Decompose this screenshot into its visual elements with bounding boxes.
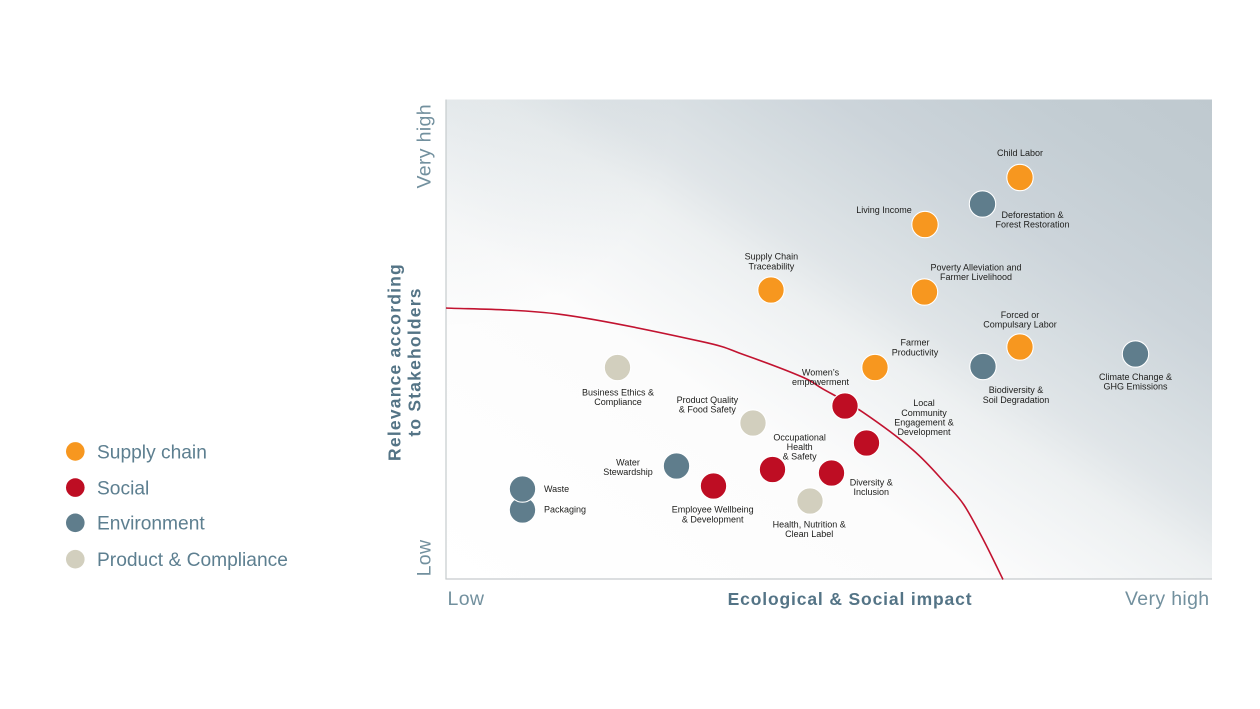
svg-text:Forced or: Forced or (1001, 310, 1040, 320)
svg-text:Child Labor: Child Labor (997, 148, 1043, 158)
svg-text:Soil Degradation: Soil Degradation (983, 395, 1050, 405)
svg-text:Stewardship: Stewardship (603, 467, 653, 477)
svg-text:Productivity: Productivity (892, 347, 939, 357)
svg-text:Packaging: Packaging (544, 505, 586, 515)
svg-text:Low: Low (414, 539, 436, 576)
svg-text:& Development: & Development (682, 514, 744, 524)
svg-text:Traceability: Traceability (749, 261, 795, 271)
svg-text:Supply chain: Supply chain (97, 442, 207, 463)
svg-text:Development: Development (897, 427, 951, 437)
svg-text:Compliance: Compliance (594, 397, 642, 407)
svg-text:Deforestation &: Deforestation & (1001, 210, 1063, 220)
svg-text:& Safety: & Safety (783, 452, 818, 462)
svg-text:GHG Emissions: GHG Emissions (1103, 382, 1168, 392)
svg-text:Business Ethics &: Business Ethics & (582, 387, 654, 397)
svg-text:Compulsary Labor: Compulsary Labor (983, 319, 1057, 329)
svg-text:Health: Health (787, 442, 813, 452)
svg-text:Ecological & Social impact: Ecological & Social impact (728, 589, 973, 609)
svg-text:Relevance according: Relevance according (385, 263, 405, 461)
svg-text:empowerment: empowerment (792, 377, 850, 387)
svg-text:Poverty Alleviation and: Poverty Alleviation and (930, 262, 1021, 272)
svg-text:Health, Nutrition &: Health, Nutrition & (773, 520, 846, 530)
svg-text:Occupational: Occupational (773, 432, 826, 442)
svg-text:Climate Change &: Climate Change & (1099, 372, 1172, 382)
svg-text:Women’s: Women’s (802, 368, 840, 378)
svg-text:& Food Safety: & Food Safety (679, 404, 737, 414)
svg-text:Waste: Waste (544, 484, 569, 494)
svg-text:Very high: Very high (414, 104, 436, 188)
svg-text:Community: Community (901, 408, 947, 418)
svg-text:Product Quality: Product Quality (677, 395, 739, 405)
svg-text:Living Income: Living Income (856, 205, 912, 215)
svg-text:Farmer: Farmer (901, 338, 930, 348)
svg-text:Clean Label: Clean Label (785, 529, 833, 539)
svg-text:Social: Social (97, 479, 149, 500)
svg-text:Supply Chain: Supply Chain (745, 252, 799, 262)
svg-text:Engagement &: Engagement & (894, 417, 954, 427)
svg-text:Water: Water (616, 458, 640, 468)
svg-text:Product & Compliance: Product & Compliance (97, 550, 288, 571)
svg-text:Biodiversity &: Biodiversity & (989, 385, 1044, 395)
svg-text:Low: Low (448, 588, 485, 610)
svg-text:Farmer Livelihood: Farmer Livelihood (940, 272, 1012, 282)
svg-text:Employee Wellbeing: Employee Wellbeing (672, 505, 754, 515)
svg-text:Environment: Environment (97, 514, 205, 535)
svg-text:Very high: Very high (1125, 588, 1209, 610)
svg-text:Diversity &: Diversity & (850, 477, 893, 487)
svg-text:Local: Local (913, 398, 935, 408)
svg-text:Inclusion: Inclusion (854, 487, 890, 497)
svg-text:to Stakeholders: to Stakeholders (405, 287, 425, 436)
svg-text:Forest Restoration: Forest Restoration (995, 219, 1069, 229)
